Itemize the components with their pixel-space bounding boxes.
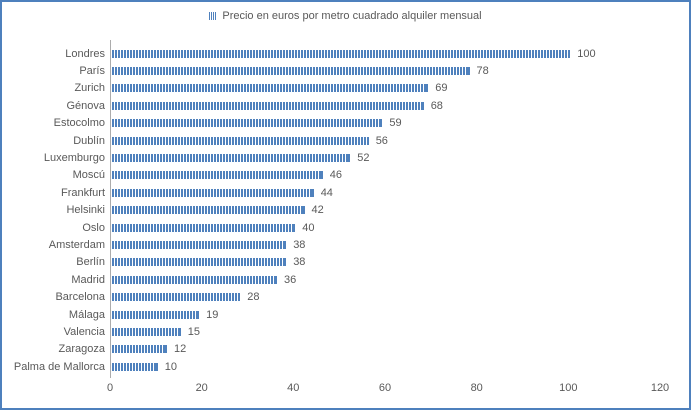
value-label: 10 — [164, 360, 178, 373]
category-label: Berlín — [76, 256, 105, 269]
x-axis-tick-label: 100 — [559, 382, 578, 394]
bar — [112, 119, 383, 128]
value-label: 46 — [329, 169, 343, 182]
category-label: Oslo — [82, 221, 105, 234]
bar-row: Génova 68 — [2, 97, 689, 114]
bar-row: Valencia 15 — [2, 323, 689, 340]
bar — [112, 223, 296, 232]
bar — [112, 362, 158, 371]
x-axis-tick-label: 60 — [378, 382, 392, 394]
bar — [112, 310, 200, 319]
bar-row: Luxemburgo 52 — [2, 149, 689, 166]
category-label: Frankfurt — [60, 186, 105, 199]
category-label: Génova — [66, 99, 105, 112]
bar-row: Helsinki 42 — [2, 202, 689, 219]
bar-row: París 78 — [2, 62, 689, 79]
category-label: Zurich — [74, 82, 105, 95]
legend-label: Precio en euros por metro cuadrado alqui… — [222, 10, 482, 22]
bar-row: Málaga 19 — [2, 306, 689, 323]
category-label: Madrid — [71, 273, 105, 286]
category-label: Helsinki — [66, 204, 105, 217]
x-axis-tick-label: 20 — [195, 382, 208, 394]
bars-area: Londres 100 París 78 Zurich 69 Génova 68 Estocol… — [2, 45, 689, 375]
bar-row: Madrid 36 — [2, 271, 689, 288]
x-axis-tick-label: 80 — [470, 382, 483, 394]
bar-row: Londres 100 — [2, 45, 689, 62]
category-label: Amsterdam — [48, 238, 105, 251]
bar — [112, 188, 314, 197]
category-label: Estocolmo — [53, 117, 105, 130]
legend: Precio en euros por metro cuadrado alqui… — [2, 10, 689, 22]
value-label: 19 — [206, 308, 219, 321]
bar-row: Zaragoza 12 — [2, 341, 689, 358]
value-label: 78 — [476, 65, 489, 78]
x-axis-tick-label: 40 — [287, 382, 300, 394]
value-label: 36 — [284, 273, 297, 286]
bar-row: Estocolmo 59 — [2, 115, 689, 132]
x-axis-tick-label: 120 — [650, 382, 670, 394]
value-label: 59 — [389, 117, 402, 130]
bar — [112, 84, 429, 93]
bar — [112, 154, 351, 163]
bar — [112, 240, 287, 249]
value-label: 100 — [577, 47, 596, 60]
value-label: 69 — [435, 82, 448, 95]
value-label: 68 — [430, 99, 443, 112]
bar-row: Palma de Mallorca 10 — [2, 358, 689, 375]
category-label: Zaragoza — [58, 343, 105, 356]
category-label: París — [79, 65, 105, 78]
bar — [112, 345, 167, 354]
x-axis-tick-label: 0 — [106, 382, 114, 394]
value-label: 12 — [174, 343, 187, 356]
category-label: Barcelona — [55, 291, 105, 304]
bar — [112, 327, 181, 336]
category-axis-line — [110, 40, 111, 378]
value-label: 42 — [311, 204, 324, 217]
bar — [112, 206, 305, 215]
category-label: Palma de Mallorca — [13, 360, 105, 373]
bar-row: Oslo 40 — [2, 219, 689, 236]
bar — [112, 293, 241, 302]
value-label: 40 — [302, 221, 315, 234]
bar-row: Amsterdam 38 — [2, 236, 689, 253]
bar — [112, 49, 571, 58]
bar — [112, 101, 424, 110]
legend-swatch-icon — [209, 12, 218, 20]
value-label: 15 — [187, 325, 201, 338]
x-axis-ticks: 0 20 40 60 80 100 120 — [106, 382, 669, 398]
bar — [112, 67, 470, 76]
bar — [112, 275, 277, 284]
bar — [112, 258, 287, 267]
bar-row: Frankfurt 44 — [2, 184, 689, 201]
value-label: 38 — [293, 238, 306, 251]
bar-row: Barcelona 28 — [2, 288, 689, 305]
category-label: Málaga — [68, 308, 105, 321]
bar — [112, 136, 369, 145]
category-label: Luxemburgo — [43, 152, 105, 165]
bar-row: Berlín 38 — [2, 254, 689, 271]
category-label: Londres — [65, 47, 105, 60]
value-label: 52 — [357, 152, 370, 165]
value-label: 38 — [293, 256, 306, 269]
category-label: Valencia — [63, 325, 105, 338]
value-label: 44 — [320, 186, 333, 199]
bar-row: Moscú 46 — [2, 167, 689, 184]
value-label: 28 — [247, 291, 260, 304]
category-label: Dublín — [73, 134, 105, 147]
bar — [112, 171, 323, 180]
bar-row: Zurich 69 — [2, 80, 689, 97]
category-label: Moscú — [72, 169, 105, 182]
bar-row: Dublín 56 — [2, 132, 689, 149]
value-label: 56 — [375, 134, 388, 147]
